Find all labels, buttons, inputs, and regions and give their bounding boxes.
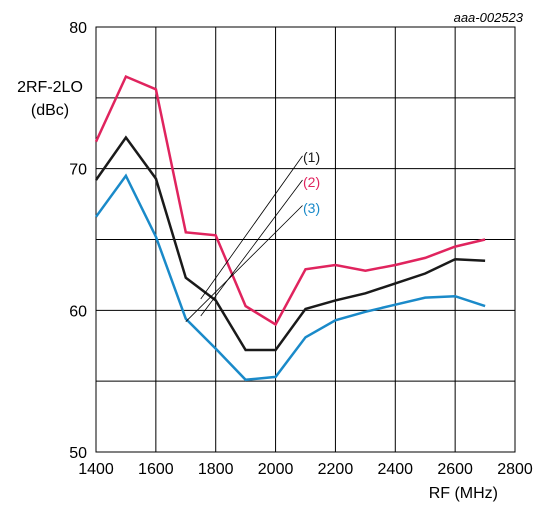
series-2-annotation: (2) xyxy=(303,174,320,190)
leader-line-1 xyxy=(200,155,303,300)
plot-frame xyxy=(95,26,516,453)
x-tick-label: 2000 xyxy=(258,461,294,478)
series-layer xyxy=(94,74,486,382)
y-tick-label: 70 xyxy=(69,162,87,179)
series-line-3 xyxy=(94,173,486,382)
y-axis-label-line2: (dBc) xyxy=(31,102,69,119)
reference-code: aaa-002523 xyxy=(454,10,524,25)
series-line-2 xyxy=(94,74,486,327)
y-tick-label: 50 xyxy=(69,445,87,462)
y-axis-label-line1: 2RF-2LO xyxy=(17,79,83,96)
x-tick-label: 2600 xyxy=(437,461,473,478)
y-tick-label: 80 xyxy=(69,20,87,37)
series-1-annotation: (1) xyxy=(303,149,320,165)
grid-lines xyxy=(96,27,515,452)
tick-labels: 1400 1600 1800 2000 2200 2400 2600 2800 80 70 60 50 xyxy=(69,20,533,478)
x-tick-label: 1800 xyxy=(198,461,234,478)
x-tick-label: 2800 xyxy=(497,461,533,478)
leader-lines xyxy=(185,155,303,322)
x-axis-label: RF (MHz) xyxy=(429,485,498,502)
leader-line-2 xyxy=(200,179,303,317)
x-tick-label: 1400 xyxy=(78,461,114,478)
x-tick-label: 1600 xyxy=(138,461,174,478)
y-tick-label: 60 xyxy=(69,303,87,320)
series-3-annotation: (3) xyxy=(303,200,320,216)
series-line-1 xyxy=(94,135,486,352)
leader-line-3 xyxy=(185,205,303,322)
x-tick-label: 2400 xyxy=(377,461,413,478)
x-tick-label: 2200 xyxy=(318,461,354,478)
